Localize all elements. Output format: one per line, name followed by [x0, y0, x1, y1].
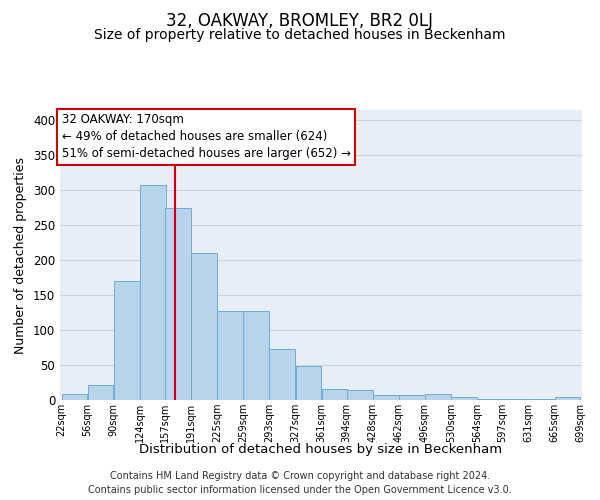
Bar [554, 397, 580, 400]
Text: Size of property relative to detached houses in Beckenham: Size of property relative to detached ho… [94, 28, 506, 42]
Bar [296, 366, 321, 400]
Bar [425, 394, 451, 400]
Bar [322, 389, 347, 400]
Bar [191, 254, 217, 400]
Bar [62, 394, 88, 400]
Bar [88, 384, 113, 400]
Bar [347, 390, 373, 400]
Bar [529, 398, 554, 400]
Text: 32, OAKWAY, BROMLEY, BR2 0LJ: 32, OAKWAY, BROMLEY, BR2 0LJ [167, 12, 433, 30]
Bar [217, 310, 243, 400]
Text: Distribution of detached houses by size in Beckenham: Distribution of detached houses by size … [139, 442, 503, 456]
Text: Contains HM Land Registry data © Crown copyright and database right 2024.
Contai: Contains HM Land Registry data © Crown c… [88, 471, 512, 495]
Bar [373, 395, 398, 400]
Text: 32 OAKWAY: 170sqm
← 49% of detached houses are smaller (624)
51% of semi-detache: 32 OAKWAY: 170sqm ← 49% of detached hous… [62, 114, 350, 160]
Bar [399, 395, 425, 400]
Bar [451, 397, 477, 400]
Bar [244, 310, 269, 400]
Bar [140, 185, 166, 400]
Y-axis label: Number of detached properties: Number of detached properties [14, 156, 28, 354]
Bar [114, 281, 140, 400]
Bar [165, 208, 191, 400]
Bar [269, 349, 295, 400]
Bar [477, 398, 503, 400]
